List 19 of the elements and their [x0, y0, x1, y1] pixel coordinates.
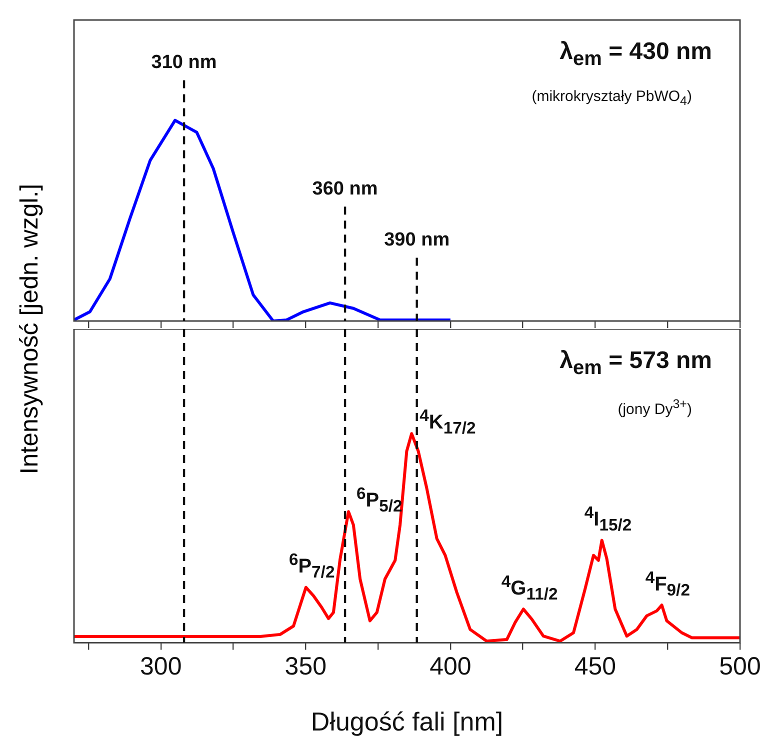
annotation: $^{4}$G$_{11/2}$ — [501, 572, 558, 604]
annotation: $^{4}$F$_{9/2}$ — [645, 568, 690, 600]
text: λ$_{em}$ = 430 nm — [560, 38, 712, 71]
x-tick-label: 500 — [719, 652, 761, 680]
annotation: $^{6}$P$_{7/2}$ — [288, 550, 335, 583]
annotation: $^{4}$I$_{15/2}$ — [584, 502, 632, 536]
annotation: $^{4}$K$_{17/2}$ — [420, 406, 476, 439]
x-tick-label: 400 — [430, 652, 472, 680]
x-axis-title: Długość fali [nm] — [310, 706, 504, 736]
text: λ$_{em}$ = 573 nm — [560, 346, 712, 380]
y-axis-title: Intensywność [jedn. wzgl.] — [16, 183, 44, 474]
text: (jony Dy$^{3+}$) — [618, 396, 692, 418]
ref-line-label: 310 nm — [151, 52, 217, 73]
ref-line-label: 360 nm — [312, 178, 378, 200]
x-tick-label: 300 — [140, 652, 182, 680]
ref-line-label: 390 nm — [384, 230, 450, 251]
x-tick-label: 450 — [574, 652, 616, 680]
x-tick-label: 350 — [284, 652, 327, 680]
text: (mikrokryształy PbWO$_{4}$) — [532, 88, 692, 108]
